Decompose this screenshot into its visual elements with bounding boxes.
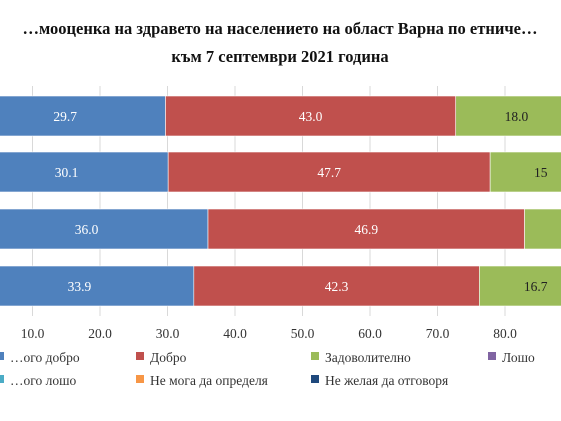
x-tick-label: 10.0 (21, 326, 45, 341)
x-tick-label: 50.0 (291, 326, 315, 341)
x-tick-label: 30.0 (156, 326, 180, 341)
bar-segment (524, 208, 561, 250)
legend: …ого добро Добро Задоволително Лошо …ого лош… (0, 350, 535, 388)
legend-label: …ого лошо (10, 373, 76, 388)
legend-label: Задоволително (325, 350, 411, 365)
legend-label: Лошо (502, 350, 535, 365)
bar-segment (0, 95, 166, 137)
data-label: 29.7 (53, 109, 77, 124)
bar-segment (0, 208, 209, 250)
legend-label: Не желая да отговоря (325, 373, 448, 388)
legend-label: Добро (150, 350, 187, 365)
bar-segment (455, 95, 561, 137)
legend-swatch (0, 352, 4, 360)
x-tick-label: 80.0 (493, 326, 517, 341)
x-axis: 10.0 20.0 30.0 40.0 50.0 60.0 70.0 80.0 (21, 326, 517, 341)
x-tick-label: 20.0 (88, 326, 112, 341)
x-tick-label: 60.0 (358, 326, 382, 341)
data-label: 46.9 (354, 222, 378, 237)
legend-swatch (136, 375, 144, 383)
data-label: 36.0 (75, 222, 99, 237)
bar-segment (167, 151, 491, 193)
chart-title: …мооценка на здравето на населението на … (23, 19, 538, 38)
x-tick-label: 40.0 (223, 326, 247, 341)
bar-segment (0, 265, 195, 307)
data-label: 47.7 (317, 165, 341, 180)
data-labels: 29.7 43.0 18.0 30.1 47.7 15 36.0 46.9 33.9 42.3 16… (53, 109, 547, 294)
bar-segment (489, 151, 561, 193)
data-label: 43.0 (299, 109, 323, 124)
data-label: 18.0 (505, 109, 529, 124)
data-label: 16.7 (524, 279, 548, 294)
data-label: 15 (534, 165, 548, 180)
legend-swatch (136, 352, 144, 360)
bar-segment (0, 151, 169, 193)
legend-label: Не мога да определя (150, 373, 268, 388)
bar-segment (193, 265, 480, 307)
data-label: 42.3 (325, 279, 349, 294)
legend-swatch (311, 375, 319, 383)
bar-segment (207, 208, 525, 250)
x-tick-label: 70.0 (426, 326, 450, 341)
data-label: 33.9 (68, 279, 92, 294)
legend-swatch (311, 352, 319, 360)
bar-segment (479, 265, 561, 307)
legend-swatch (0, 375, 4, 383)
data-label: 30.1 (55, 165, 79, 180)
bar-segment (165, 95, 457, 137)
chart-subtitle: към 7 септември 2021 година (171, 47, 388, 66)
legend-label: …ого добро (10, 350, 80, 365)
bars (0, 95, 561, 307)
legend-swatch (488, 352, 496, 360)
